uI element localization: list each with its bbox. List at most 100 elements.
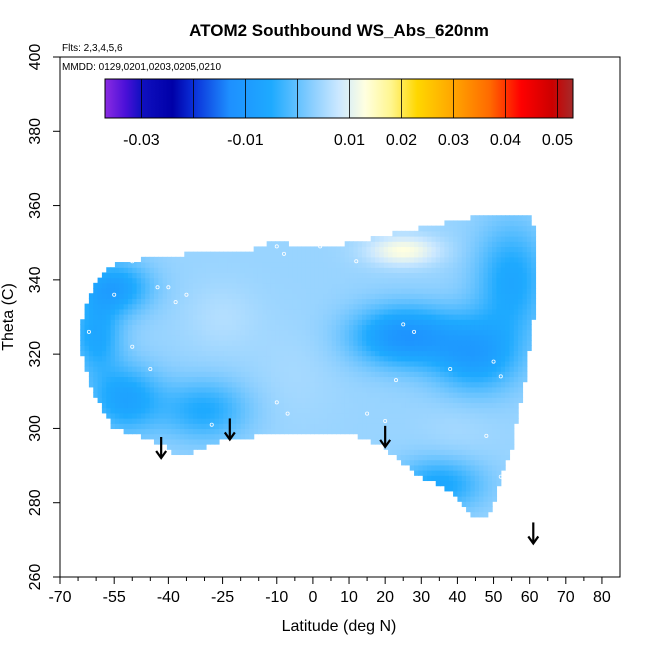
- heatmap-cell: [284, 256, 289, 263]
- heatmap-cell: [375, 251, 380, 258]
- heatmap-cell: [405, 407, 411, 414]
- heatmap-cell: [310, 355, 315, 362]
- heatmap-cell: [179, 256, 185, 263]
- heatmap-cell: [123, 397, 129, 404]
- heatmap-cell: [513, 282, 519, 289]
- heatmap-cell: [331, 324, 337, 331]
- heatmap-cell: [318, 350, 324, 357]
- heatmap-cell: [405, 303, 411, 310]
- heatmap-cell: [392, 360, 398, 367]
- heatmap-cell: [266, 428, 272, 435]
- heatmap-cell: [479, 355, 485, 362]
- heatmap-cell: [205, 251, 211, 258]
- heatmap-cell: [513, 376, 519, 383]
- heatmap-cell: [366, 298, 372, 305]
- heatmap-cell: [379, 407, 385, 414]
- heatmap-cell: [279, 360, 285, 367]
- heatmap-cell: [379, 402, 385, 409]
- heatmap-cell: [401, 251, 406, 258]
- heatmap-cell: [379, 381, 385, 388]
- heatmap-cell: [106, 308, 112, 315]
- heatmap-cell: [457, 423, 463, 430]
- heatmap-cell: [505, 241, 511, 248]
- heatmap-cell: [444, 407, 450, 414]
- heatmap-cell: [262, 267, 268, 274]
- heatmap-cell: [483, 444, 489, 450]
- heatmap-cell: [448, 381, 454, 388]
- heatmap-cell: [140, 402, 146, 409]
- heatmap-cell: [327, 386, 333, 393]
- heatmap-cell: [453, 314, 459, 320]
- heatmap-cell: [366, 282, 372, 289]
- heatmap-cell: [292, 402, 298, 409]
- heatmap-cell: [257, 319, 263, 326]
- heatmap-cell: [327, 251, 333, 258]
- heatmap-cell: [175, 308, 181, 315]
- heatmap-cell: [444, 308, 450, 315]
- heatmap-cell: [279, 267, 285, 274]
- heatmap-cell: [474, 267, 480, 274]
- heatmap-cell: [418, 392, 424, 398]
- arrow-annotations: [155, 418, 540, 546]
- heatmap-cell: [522, 350, 528, 357]
- heatmap-cell: [496, 360, 502, 367]
- heatmap-cell: [375, 236, 380, 242]
- heatmap-cell: [305, 293, 311, 300]
- heatmap-cell: [301, 251, 307, 258]
- heatmap-cell: [175, 449, 181, 456]
- heatmap-cell: [184, 423, 190, 430]
- heatmap-cell: [479, 256, 485, 263]
- heatmap-cell: [175, 407, 181, 414]
- heatmap-cell: [483, 298, 489, 305]
- heatmap-cell: [297, 407, 302, 414]
- heatmap-cell: [275, 412, 281, 419]
- heatmap-cell: [496, 282, 502, 289]
- heatmap-cell: [114, 267, 120, 274]
- heatmap-cell: [140, 360, 146, 367]
- heatmap-cell: [483, 407, 489, 414]
- heatmap-cell: [244, 407, 250, 414]
- heatmap-cell: [188, 438, 194, 445]
- heatmap-cell: [249, 324, 255, 331]
- heatmap-cell: [405, 397, 411, 404]
- heatmap-cell: [310, 345, 315, 352]
- heatmap-cell: [466, 459, 472, 466]
- heatmap-cell: [431, 350, 437, 357]
- heatmap-cell: [375, 381, 380, 388]
- heatmap-cell: [353, 329, 359, 336]
- heatmap-cell: [440, 303, 446, 310]
- heatmap-cell: [496, 324, 502, 331]
- heatmap-cell: [500, 438, 506, 445]
- heatmap-cell: [192, 298, 198, 305]
- heatmap-cell: [184, 360, 190, 367]
- heatmap-cell: [192, 418, 198, 424]
- heatmap-cell: [318, 381, 324, 388]
- heatmap-cell: [145, 433, 151, 440]
- heatmap-cell: [145, 288, 151, 294]
- heatmap-cell: [201, 293, 207, 300]
- heatmap-cell: [453, 225, 459, 232]
- heatmap-cell: [362, 246, 367, 253]
- heatmap-cell: [340, 298, 346, 305]
- heatmap-cell: [344, 397, 350, 404]
- heatmap-cell: [218, 418, 224, 424]
- heatmap-cell: [509, 246, 515, 253]
- heatmap-cell: [431, 376, 437, 383]
- heatmap-cell: [192, 402, 198, 409]
- heatmap-cell: [106, 366, 112, 372]
- heatmap-cell: [379, 303, 385, 310]
- heatmap-cell: [500, 329, 506, 336]
- sample-point: [285, 411, 290, 416]
- heatmap-cell: [310, 407, 315, 414]
- heatmap-cell: [149, 392, 155, 398]
- heatmap-cell: [218, 282, 224, 289]
- heatmap-cell: [119, 392, 125, 398]
- heatmap-cell: [466, 345, 472, 352]
- heatmap-cell: [249, 402, 255, 409]
- heatmap-cell: [179, 293, 185, 300]
- heatmap-cell: [470, 277, 476, 284]
- heatmap-cell: [440, 418, 446, 424]
- heatmap-cell: [492, 334, 498, 341]
- heatmap-cell: [422, 392, 428, 398]
- heatmap-cell: [474, 496, 480, 502]
